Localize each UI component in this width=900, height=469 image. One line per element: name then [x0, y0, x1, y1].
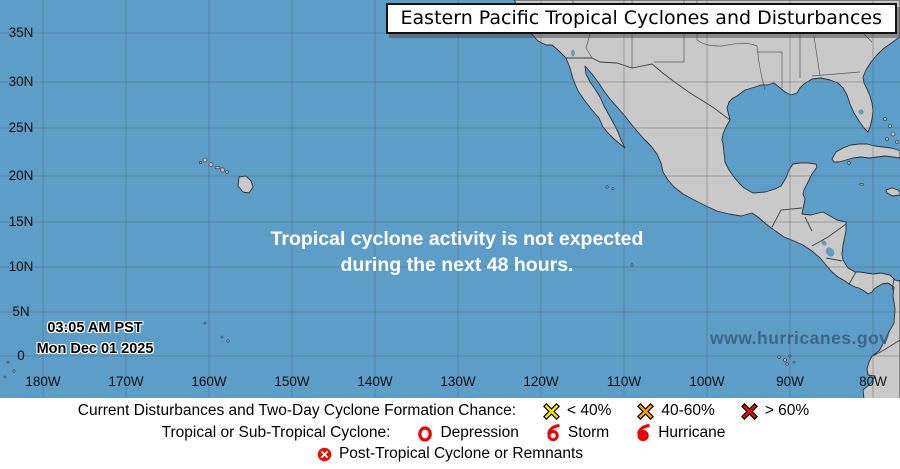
- hurricane-label: Hurricane: [658, 424, 726, 441]
- lon-label: 80W: [859, 374, 887, 389]
- lat-label: 15N: [8, 214, 34, 229]
- country-boundaries: [566, 57, 900, 358]
- lat-label: 35N: [8, 25, 34, 40]
- legend-formation-row: Current Disturbances and Two-Day Cyclone…: [0, 402, 900, 420]
- formation-medium-label: 40-60%: [661, 402, 715, 419]
- no-activity-message: Tropical cyclone activity is not expecte…: [14, 226, 900, 278]
- north-america-landmass: [513, 0, 900, 398]
- small-islands: [3, 117, 899, 379]
- legend-post-tropical-row: Post-Tropical Cyclone or Remnants: [0, 445, 900, 463]
- timestamp-date: Mon Dec 01 2025: [36, 341, 154, 357]
- lon-label: 180W: [25, 374, 61, 389]
- depression-label: Depression: [440, 424, 519, 441]
- lat-label: 20N: [8, 168, 34, 183]
- depression-circle-icon: [417, 425, 433, 442]
- cuba-island: [831, 143, 900, 163]
- x-mark-orange-icon: [637, 402, 655, 420]
- message-line-1: Tropical cyclone activity is not expecte…: [270, 228, 644, 250]
- lakes: [526, 13, 864, 257]
- lon-label: 140W: [357, 374, 393, 389]
- x-mark-red-icon: [740, 402, 758, 420]
- post-tropical-item: Post-Tropical Cyclone or Remnants: [317, 445, 583, 463]
- lat-label: 0: [17, 348, 25, 363]
- lon-label: 90W: [776, 374, 804, 389]
- jamaica-island: [885, 187, 900, 197]
- legend-panel: Current Disturbances and Two-Day Cyclone…: [0, 398, 900, 469]
- lon-label: 130W: [440, 374, 476, 389]
- formation-chance-label: Current Disturbances and Two-Day Cyclone…: [77, 402, 516, 419]
- storm-item: Storm: [545, 424, 609, 442]
- lat-label: 10N: [8, 259, 34, 274]
- lon-label: 150W: [274, 374, 310, 389]
- lat-label: 30N: [8, 74, 34, 89]
- depression-item: Depression: [417, 424, 519, 442]
- issuance-timestamp: 03:05 AM PST Mon Dec 01 2025: [28, 318, 162, 360]
- formation-low-label: < 40%: [567, 402, 612, 419]
- hurricanes-gov-watermark: www.hurricanes.gov: [710, 328, 890, 348]
- x-mark-yellow-icon: [543, 402, 560, 420]
- storm-symbol-icon: [545, 424, 561, 442]
- storm-label: Storm: [567, 424, 610, 441]
- legend-cyclone-row: Tropical or Sub-Tropical Cyclone: Depres…: [0, 424, 900, 442]
- map-canvas[interactable]: 35N 30N 25N 20N 15N 10N 5N 0 180W 170W 160W 150W 14…: [0, 0, 900, 398]
- post-tropical-label: Post-Tropical Cyclone or Remnants: [338, 445, 584, 462]
- lat-label: 5N: [12, 304, 30, 319]
- lon-label: 120W: [523, 374, 559, 389]
- lon-label: 110W: [606, 374, 642, 389]
- lat-label: 25N: [8, 120, 34, 135]
- page-title: Eastern Pacific Tropical Cyclones and Di…: [385, 3, 897, 34]
- lon-label: 100W: [689, 374, 725, 389]
- circled-x-icon: [317, 447, 332, 462]
- lon-label: 170W: [108, 374, 144, 389]
- cyclone-type-label: Tropical or Sub-Tropical Cyclone:: [161, 424, 391, 441]
- timestamp-time: 03:05 AM PST: [47, 320, 143, 336]
- lon-label: 160W: [191, 374, 227, 389]
- hurricane-item: Hurricane: [635, 424, 725, 442]
- formation-high-label: > 60%: [764, 402, 810, 419]
- hawaii-big-island: [237, 175, 254, 194]
- formation-low-item: < 40%: [543, 402, 611, 420]
- message-line-2: during the next 48 hours.: [340, 254, 574, 276]
- hurricane-symbol-icon: [635, 424, 651, 442]
- formation-high-item: > 60%: [740, 402, 810, 420]
- formation-medium-item: 40-60%: [637, 402, 715, 420]
